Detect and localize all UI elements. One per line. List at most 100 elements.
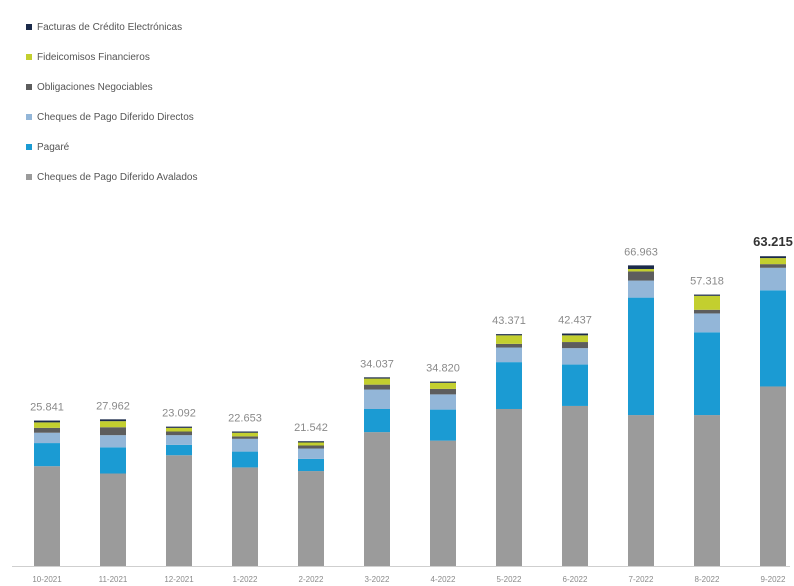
bar-segment-obligaciones-5-2022 xyxy=(496,343,522,348)
x-tick-label-4-2022: 4-2022 xyxy=(431,575,456,584)
bar-segment-obligaciones-12-2021 xyxy=(166,431,192,436)
bar-segment-obligaciones-9-2022 xyxy=(760,264,786,268)
legend-swatch-fideicomisos xyxy=(26,54,32,60)
bar-segment-obligaciones-4-2022 xyxy=(430,388,456,395)
legend-swatch-cheques-directos xyxy=(26,114,32,120)
total-label-1-2022: 22.653 xyxy=(228,413,262,425)
bar-segment-facturas-12-2021 xyxy=(166,426,192,428)
bar-segment-cheques_avalados-8-2022 xyxy=(694,415,720,566)
bar-segment-facturas-2-2022 xyxy=(298,441,324,443)
bar-segment-facturas-4-2022 xyxy=(430,381,456,383)
bar-segment-fideicomisos-5-2022 xyxy=(496,335,522,344)
legend-item-pagares: Pagaré xyxy=(26,132,197,162)
bar-segment-fideicomisos-4-2022 xyxy=(430,382,456,389)
bar-segment-cheques_avalados-9-2022 xyxy=(760,386,786,566)
bar-segment-cheques_avalados-5-2022 xyxy=(496,408,522,566)
bar-segment-cheques_directos-10-2021 xyxy=(34,432,60,444)
bar-segment-obligaciones-11-2021 xyxy=(100,427,126,436)
x-tick-label-3-2022: 3-2022 xyxy=(365,575,390,584)
bar-segment-pagares-12-2021 xyxy=(166,444,192,456)
bar-segment-obligaciones-6-2022 xyxy=(562,342,588,349)
x-tick-label-11-2021: 11-2021 xyxy=(99,575,128,584)
bar-segment-cheques_directos-9-2022 xyxy=(760,267,786,291)
total-label-2-2022: 21.542 xyxy=(294,422,328,434)
bar-segment-fideicomisos-12-2021 xyxy=(166,427,192,432)
total-label-3-2022: 34.037 xyxy=(360,358,394,370)
bar-segment-obligaciones-10-2021 xyxy=(34,427,60,433)
x-tick-label-2-2022: 2-2022 xyxy=(299,575,324,584)
total-label-6-2022: 42.437 xyxy=(558,315,592,327)
bar-segment-pagares-9-2022 xyxy=(760,290,786,387)
x-tick-label-8-2022: 8-2022 xyxy=(695,575,720,584)
x-tick-label-6-2022: 6-2022 xyxy=(563,575,588,584)
bar-segment-fideicomisos-6-2022 xyxy=(562,335,588,343)
bar-segment-cheques_directos-11-2021 xyxy=(100,435,126,448)
bar-segment-cheques_avalados-3-2022 xyxy=(364,432,390,566)
bar-segment-pagares-1-2022 xyxy=(232,451,258,468)
bar-segment-cheques_directos-5-2022 xyxy=(496,347,522,363)
bar-segment-obligaciones-7-2022 xyxy=(628,271,654,281)
bar-segment-pagares-10-2021 xyxy=(34,443,60,467)
bar-segment-facturas-5-2022 xyxy=(496,334,522,336)
total-label-4-2022: 34.820 xyxy=(426,363,460,375)
legend-label-pagares: Pagaré xyxy=(37,141,70,153)
x-tick-label-12-2021: 12-2021 xyxy=(164,575,194,584)
x-tick-label-9-2022: 9-2022 xyxy=(761,575,786,584)
legend-label-cheques-avalados: Cheques de Pago Diferido Avalados xyxy=(37,171,198,183)
bar-segment-obligaciones-1-2022 xyxy=(232,436,258,439)
legend-swatch-obligaciones xyxy=(26,84,32,90)
x-tick-label-5-2022: 5-2022 xyxy=(497,575,522,584)
bar-segment-pagares-4-2022 xyxy=(430,409,456,441)
x-tick-label-10-2021: 10-2021 xyxy=(32,575,62,584)
bar-segment-cheques_avalados-11-2021 xyxy=(100,473,126,566)
bar-segment-cheques_avalados-12-2021 xyxy=(166,455,192,566)
bar-segment-obligaciones-2-2022 xyxy=(298,445,324,449)
total-label-12-2021: 23.092 xyxy=(162,408,196,420)
bar-segment-facturas-6-2022 xyxy=(562,333,588,336)
bar-segment-obligaciones-8-2022 xyxy=(694,309,720,314)
bar-segment-fideicomisos-11-2021 xyxy=(100,421,126,428)
legend-item-facturas: Facturas de Crédito Electrónicas xyxy=(26,12,197,42)
bar-segment-fideicomisos-10-2021 xyxy=(34,422,60,428)
bar-segment-fideicomisos-7-2022 xyxy=(628,269,654,272)
legend-item-fideicomisos: Fideicomisos Financieros xyxy=(26,42,197,72)
bar-segment-pagares-2-2022 xyxy=(298,458,324,472)
bar-segment-facturas-11-2021 xyxy=(100,419,126,422)
bar-segment-cheques_avalados-1-2022 xyxy=(232,467,258,566)
legend-swatch-cheques-avalados xyxy=(26,174,32,180)
bar-segment-fideicomisos-3-2022 xyxy=(364,378,390,385)
bar-segment-facturas-7-2022 xyxy=(628,265,654,270)
legend-label-obligaciones: Obligaciones Negociables xyxy=(37,81,153,93)
bar-segment-facturas-1-2022 xyxy=(232,431,258,433)
legend: Facturas de Crédito Electrónicas Fideico… xyxy=(26,12,197,192)
bar-segment-fideicomisos-2-2022 xyxy=(298,442,324,446)
x-tick-label-7-2022: 7-2022 xyxy=(629,575,654,584)
legend-item-cheques-directos: Cheques de Pago Diferido Directos xyxy=(26,102,197,132)
bar-segment-fideicomisos-8-2022 xyxy=(694,295,720,310)
bar-segment-pagares-7-2022 xyxy=(628,297,654,416)
bar-segment-cheques_directos-3-2022 xyxy=(364,389,390,409)
legend-label-facturas: Facturas de Crédito Electrónicas xyxy=(37,21,183,33)
bar-segment-cheques_directos-7-2022 xyxy=(628,280,654,298)
bar-segment-cheques_directos-12-2021 xyxy=(166,435,192,445)
bar-segment-facturas-8-2022 xyxy=(694,294,720,296)
bar-segment-cheques_avalados-7-2022 xyxy=(628,415,654,566)
bar-segment-facturas-10-2021 xyxy=(34,420,60,423)
bar-segment-pagares-6-2022 xyxy=(562,364,588,406)
x-tick-label-1-2022: 1-2022 xyxy=(233,575,258,584)
legend-label-cheques-directos: Cheques de Pago Diferido Directos xyxy=(37,111,194,123)
bar-segment-cheques_avalados-4-2022 xyxy=(430,440,456,566)
bar-segment-fideicomisos-9-2022 xyxy=(760,258,786,265)
bar-segment-pagares-11-2021 xyxy=(100,447,126,474)
bar-segment-fideicomisos-1-2022 xyxy=(232,432,258,437)
bar-segment-cheques_directos-4-2022 xyxy=(430,394,456,410)
bar-segment-cheques_avalados-2-2022 xyxy=(298,471,324,566)
bar-segment-cheques_directos-1-2022 xyxy=(232,438,258,452)
total-label-9-2022: 63.215 xyxy=(753,234,793,249)
bar-segment-cheques_directos-6-2022 xyxy=(562,348,588,365)
bar-segment-facturas-3-2022 xyxy=(364,377,390,379)
legend-item-cheques-avalados: Cheques de Pago Diferido Avalados xyxy=(26,162,197,192)
total-label-5-2022: 43.371 xyxy=(492,315,526,327)
legend-item-obligaciones: Obligaciones Negociables xyxy=(26,72,197,102)
